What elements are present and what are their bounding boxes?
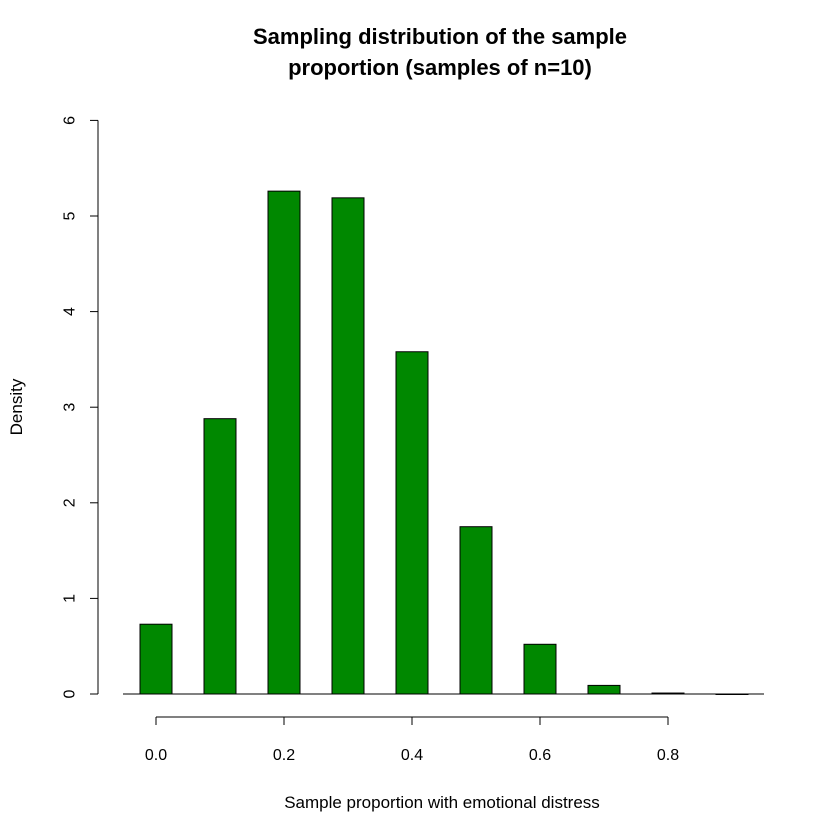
histogram-bar [203,418,237,695]
histogram-bar [523,643,557,695]
x-tick-label: 0.2 [273,747,295,764]
histogram-bar [139,623,173,695]
y-tick-label: 2 [62,498,79,507]
x-tick-label: 0.0 [145,747,167,764]
histogram-bar [395,351,429,695]
x-axis-label: Sample proportion with emotional distres… [284,793,600,812]
histogram-bar [267,190,301,695]
x-tick-label: 0.4 [401,747,423,764]
bars-group [139,190,749,695]
x-tick-label: 0.6 [529,747,551,764]
y-tick-label: 4 [62,307,79,316]
y-tick-label: 0 [62,689,79,698]
chart-title-line-2: proportion (samples of n=10) [288,55,592,80]
x-axis: 0.0 0.2 0.4 0.6 0.8 [145,716,679,764]
chart-title-line-1: Sampling distribution of the sample [253,24,627,49]
x-tick-label: 0.8 [657,747,679,764]
histogram-bar [331,197,365,695]
y-tick-label: 6 [62,116,79,125]
y-axis: 0 1 2 3 4 5 6 [62,116,99,698]
y-axis-label: Density [7,378,26,435]
y-tick-label: 5 [62,211,79,220]
y-tick-label: 1 [62,594,79,603]
histogram-bar [459,526,493,695]
y-tick-label: 3 [62,403,79,412]
histogram-bar [587,684,621,695]
